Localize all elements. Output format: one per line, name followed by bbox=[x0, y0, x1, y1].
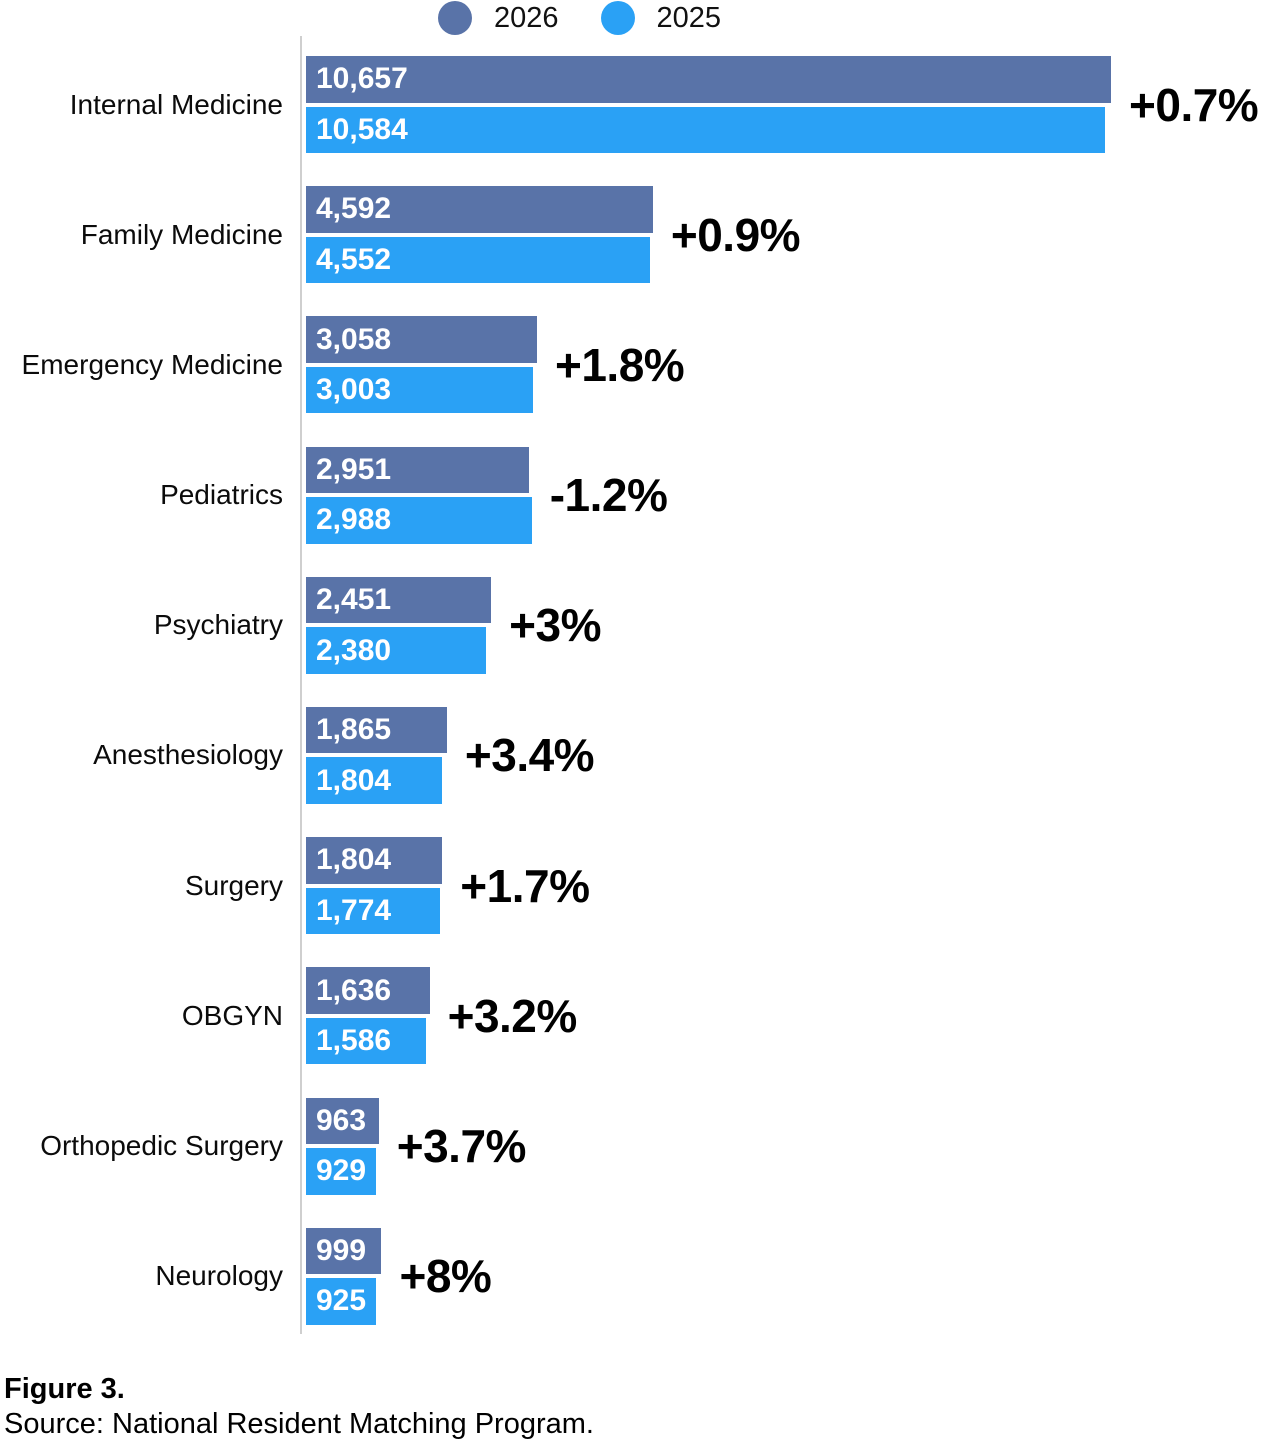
figure-number: Figure 3. bbox=[4, 1373, 125, 1405]
bar-2025: 929 bbox=[306, 1148, 377, 1195]
bar-2026: 2,951 bbox=[306, 446, 529, 494]
change-label: -1.2% bbox=[549, 469, 668, 522]
bar-value-2025: 2,988 bbox=[316, 503, 392, 537]
bar-value-2025: 10,584 bbox=[316, 112, 408, 146]
bar-value-2025: 1,804 bbox=[316, 763, 392, 797]
bar-value-2026: 999 bbox=[316, 1233, 367, 1267]
bar-2025: 1,804 bbox=[306, 757, 443, 804]
bar-value-2025: 1,774 bbox=[316, 893, 392, 927]
bar-value-2025: 3,003 bbox=[316, 373, 392, 407]
bar-pair: 1,865 1,804 bbox=[306, 706, 1280, 804]
change-label: +0.7% bbox=[1129, 78, 1259, 131]
bar-value-2025: 1,586 bbox=[316, 1024, 392, 1058]
bar-2025: 2,380 bbox=[306, 627, 486, 674]
category-label: Emergency Medicine bbox=[21, 348, 283, 380]
bar-value-2026: 10,657 bbox=[316, 62, 408, 96]
bar-2026: 10,657 bbox=[306, 56, 1111, 103]
category-label: Internal Medicine bbox=[69, 88, 283, 120]
bar-pair: 4,592 4,552 bbox=[306, 186, 1280, 284]
figure-source: Source: National Resident Matching Progr… bbox=[4, 1407, 594, 1440]
bar-value-2026: 3,058 bbox=[316, 322, 392, 356]
bar-pair: 10,657 10,584 bbox=[306, 56, 1280, 153]
bar-2025: 10,584 bbox=[306, 106, 1106, 153]
category-row: Family Medicine 4,592 4,552 +0.9% bbox=[0, 186, 1280, 284]
category-row: Internal Medicine 10,657 10,584 +0.7% bbox=[0, 56, 1280, 153]
bar-2026: 1,865 bbox=[306, 706, 447, 754]
category-label: Psychiatry bbox=[153, 609, 283, 641]
bar-2026: 1,636 bbox=[306, 967, 430, 1014]
legend-item-2026: 2026 bbox=[438, 1, 559, 35]
change-label: +8% bbox=[399, 1250, 492, 1303]
bar-2026: 963 bbox=[306, 1097, 379, 1144]
category-label: Surgery bbox=[184, 869, 283, 901]
legend-label-2025: 2025 bbox=[656, 1, 722, 34]
legend-label-2026: 2026 bbox=[494, 1, 559, 34]
bar-value-2026: 1,636 bbox=[316, 973, 392, 1007]
bar-2026: 2,451 bbox=[306, 576, 492, 624]
bar-value-2026: 2,951 bbox=[316, 452, 392, 486]
bar-2025: 4,552 bbox=[306, 236, 650, 284]
bar-value-2026: 2,451 bbox=[316, 583, 392, 616]
bar-value-2025: 929 bbox=[316, 1154, 367, 1188]
change-label: +3.4% bbox=[464, 729, 595, 782]
bar-value-2026: 963 bbox=[316, 1103, 367, 1137]
category-label: Anesthesiology bbox=[93, 739, 283, 771]
category-label: OBGYN bbox=[181, 999, 283, 1031]
bar-value-2026: 1,804 bbox=[316, 843, 392, 877]
bar-2026: 3,058 bbox=[306, 316, 537, 363]
legend: 2026 2025 bbox=[438, 1, 721, 35]
bar-2025: 1,774 bbox=[306, 887, 440, 935]
bar-2026: 999 bbox=[306, 1227, 382, 1275]
bar-value-2025: 925 bbox=[316, 1284, 367, 1318]
bar-2025: 925 bbox=[306, 1278, 376, 1325]
change-label: +3.7% bbox=[396, 1120, 527, 1172]
category-label: Family Medicine bbox=[80, 218, 283, 250]
category-row: Neurology 999 925 +8% bbox=[0, 1227, 1280, 1325]
legend-dot-2025-icon bbox=[600, 1, 635, 35]
bar-2025: 2,988 bbox=[306, 497, 532, 544]
category-label: Orthopedic Surgery bbox=[40, 1130, 283, 1161]
bar-pair: 963 929 bbox=[306, 1097, 1280, 1195]
change-label: +3.2% bbox=[447, 989, 578, 1042]
bar-value-2025: 2,380 bbox=[316, 633, 392, 667]
y-axis-line bbox=[300, 36, 302, 1334]
bar-value-2026: 1,865 bbox=[316, 713, 392, 747]
figure-caption: Figure 3. Source: National Resident Matc… bbox=[4, 1372, 594, 1440]
legend-dot-2026-icon bbox=[438, 1, 472, 35]
bar-2025: 1,586 bbox=[306, 1017, 426, 1065]
category-row: Orthopedic Surgery 963 929 +3.7% bbox=[0, 1097, 1280, 1195]
category-row: Surgery 1,804 1,774 +1.7% bbox=[0, 837, 1280, 935]
category-row: Emergency Medicine 3,058 3,003 +1.8% bbox=[0, 316, 1280, 414]
bar-pair: 3,058 3,003 bbox=[306, 316, 1280, 414]
bar-2026: 4,592 bbox=[306, 186, 653, 233]
category-row: Pediatrics 2,951 2,988 -1.2% bbox=[0, 446, 1280, 544]
bar-chart: Internal Medicine 10,657 10,584 +0.7% Fa… bbox=[0, 56, 1280, 1358]
bar-pair: 1,804 1,774 bbox=[306, 837, 1280, 935]
change-label: +0.9% bbox=[670, 208, 801, 261]
bar-pair: 2,451 2,380 bbox=[306, 576, 1280, 674]
category-label: Neurology bbox=[155, 1260, 283, 1292]
bar-value-2026: 4,592 bbox=[316, 192, 392, 226]
category-row: Psychiatry 2,451 2,380 +3% bbox=[0, 576, 1280, 674]
bar-2026: 1,804 bbox=[306, 837, 443, 884]
bar-2025: 3,003 bbox=[306, 366, 533, 414]
legend-item-2025: 2025 bbox=[600, 1, 722, 35]
category-row: Anesthesiology 1,865 1,804 +3.4% bbox=[0, 706, 1280, 804]
bar-pair: 2,951 2,988 bbox=[306, 446, 1280, 544]
change-label: +3% bbox=[509, 599, 601, 652]
change-label: +1.8% bbox=[554, 338, 685, 391]
category-row: OBGYN 1,636 1,586 +3.2% bbox=[0, 967, 1280, 1065]
bar-pair: 1,636 1,586 bbox=[306, 967, 1280, 1065]
category-label: Pediatrics bbox=[160, 479, 283, 511]
change-label: +1.7% bbox=[460, 859, 590, 912]
bar-value-2025: 4,552 bbox=[316, 242, 392, 276]
bar-pair: 999 925 bbox=[306, 1227, 1280, 1325]
